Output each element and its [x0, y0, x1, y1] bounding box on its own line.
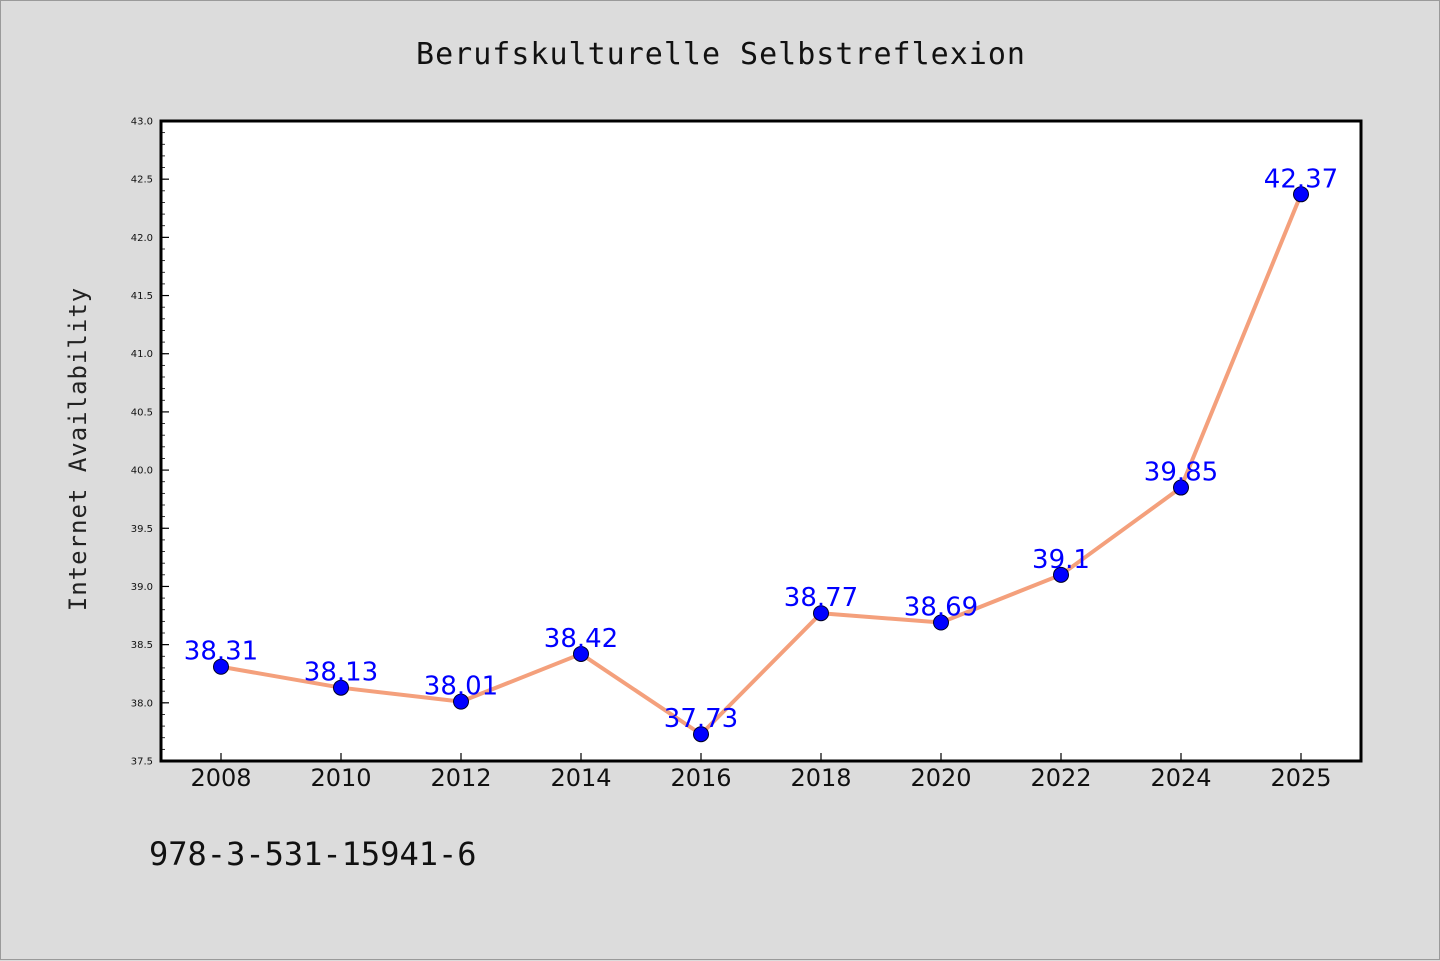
x-tick-label: 2010: [310, 764, 371, 792]
data-point: [573, 645, 589, 662]
data-point: [213, 658, 229, 675]
x-tick-label: 2024: [1150, 764, 1211, 792]
data-point: [693, 726, 709, 743]
x-tick-label: 2008: [190, 764, 251, 792]
data-point: [813, 605, 829, 622]
data-point: [333, 679, 349, 696]
x-tick-label: 2016: [670, 764, 731, 792]
data-label: 38.77: [784, 583, 858, 613]
data-point: [1173, 479, 1189, 496]
y-tick-label: 40.5: [131, 407, 153, 418]
data-point: [1053, 566, 1069, 583]
data-label: 38.69: [904, 593, 978, 623]
isbn-text: 978-3-531-15941-6: [149, 835, 477, 873]
x-tick-label: 2020: [910, 764, 971, 792]
y-tick-label: 38.0: [131, 698, 153, 709]
y-tick-label: 40.0: [131, 466, 153, 477]
data-point: [1293, 186, 1309, 203]
x-tick-label: 2022: [1030, 764, 1091, 792]
x-tick-label: 2012: [430, 764, 491, 792]
y-tick-label: 42.0: [131, 233, 153, 244]
plot-area: [159, 119, 1363, 763]
y-axis-label: Internet Availability: [64, 287, 92, 611]
data-label: 39.85: [1144, 458, 1218, 488]
data-label: 39.1: [1032, 545, 1090, 575]
x-tick-label: 2025: [1270, 764, 1331, 792]
y-tick-label: 41.0: [131, 349, 153, 360]
y-tick-label: 43.0: [131, 117, 153, 128]
chart-title: Berufskulturelle Selbstreflexion: [416, 37, 1026, 72]
data-label: 37.73: [664, 704, 738, 734]
data-label: 38.42: [544, 624, 618, 654]
y-tick-label: 38.5: [131, 640, 153, 651]
x-tick-label: 2014: [550, 764, 611, 792]
series-line: [220, 193, 1303, 737]
x-axis: 2008 2010 2012 2014 2016 2018 2020 2022 2024 2025: [190, 753, 1332, 792]
x-tick-label: 2018: [790, 764, 851, 792]
data-series: 38.31 38.13 38.01 38.42 37.73 38.77 38.69 39.1 3…: [184, 164, 1338, 743]
y-tick-label: 41.5: [131, 291, 153, 302]
y-tick-label: 39.0: [131, 582, 153, 593]
data-point: [453, 693, 469, 710]
data-label: 38.31: [184, 637, 258, 667]
y-tick-label: 39.5: [131, 524, 153, 535]
data-label: 42.37: [1264, 164, 1338, 194]
data-label: 38.13: [304, 658, 378, 688]
y-tick-label: 37.5: [131, 757, 153, 768]
y-tick-label: 42.5: [131, 175, 153, 186]
data-point: [933, 614, 949, 631]
data-label: 38.01: [424, 672, 498, 702]
y-axis: 37.5 38.0 38.5 39.0 39.5 40.0 40.5 41.0 41.5 42.0…: [131, 117, 169, 768]
